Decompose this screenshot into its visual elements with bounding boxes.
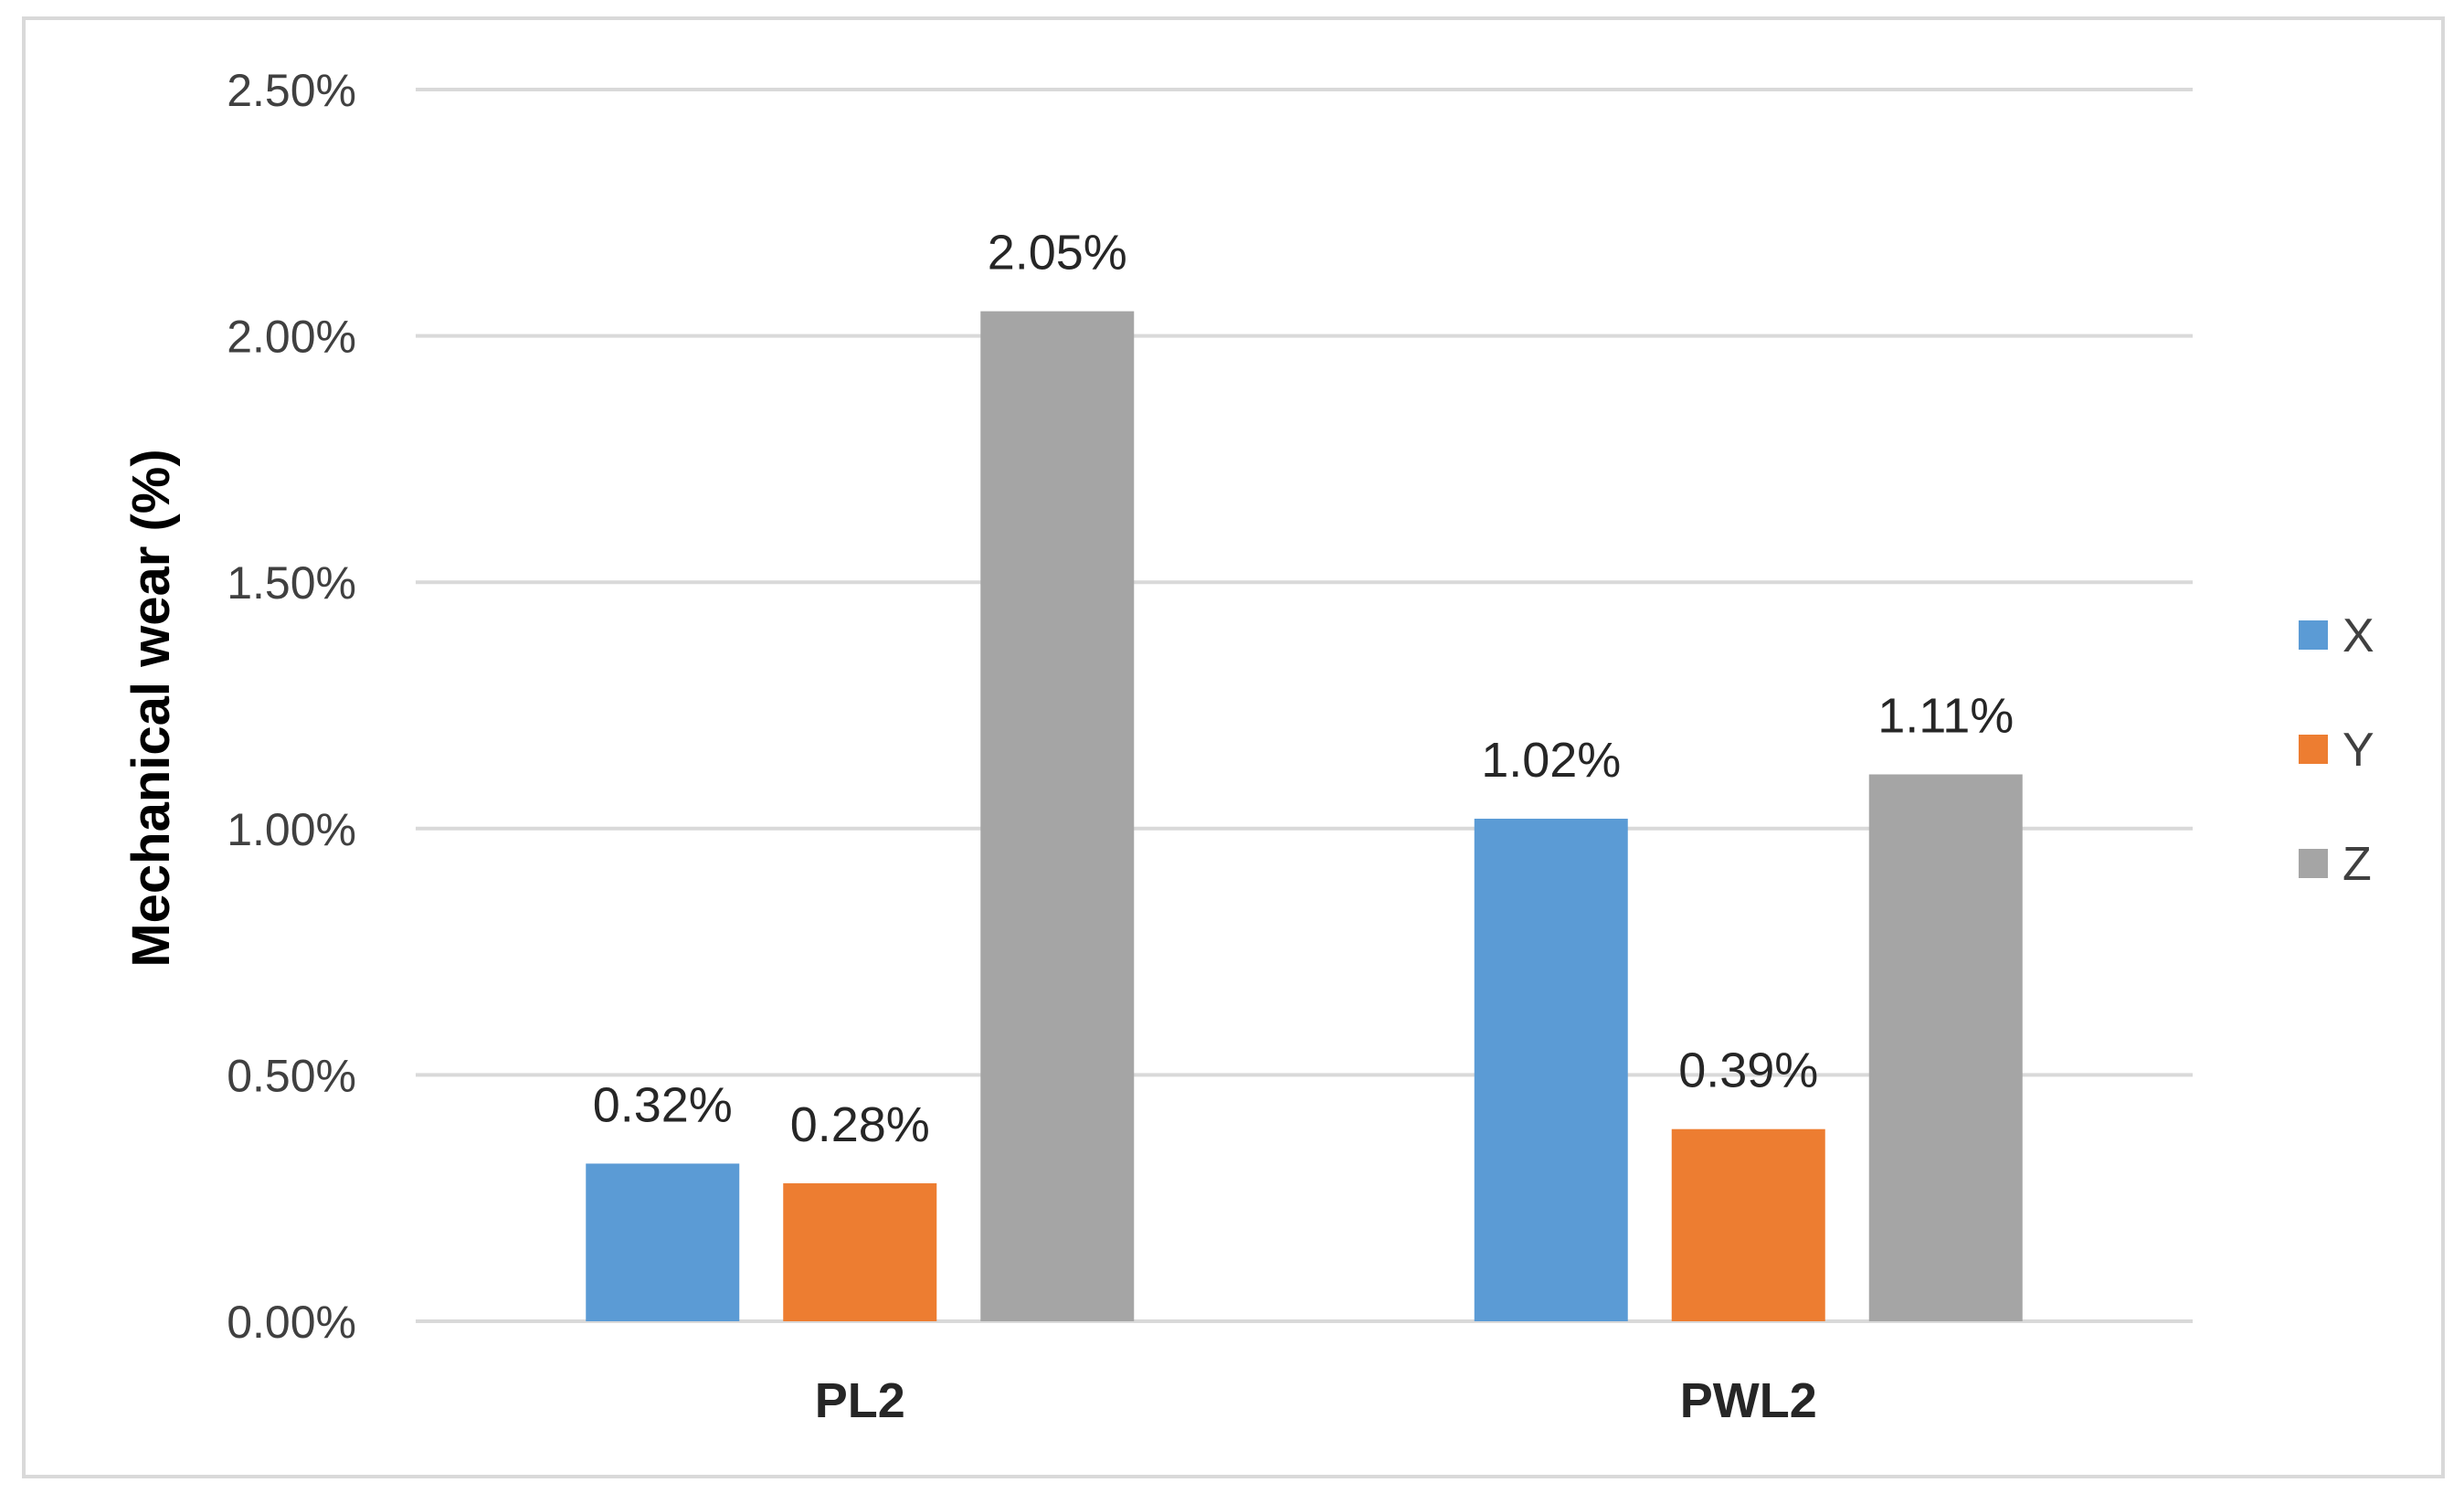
data-labels: 0.32% 0.28% 2.05% 1.02% 0.39% 1.11% — [593, 226, 2015, 1152]
category-label: PL2 — [815, 1373, 905, 1428]
data-label: 1.11% — [1877, 688, 2014, 743]
y-tick-label: 0.50% — [227, 1050, 356, 1101]
data-label: 0.32% — [593, 1077, 733, 1132]
bar-x-pl2 — [586, 1163, 740, 1321]
y-tick-label: 2.00% — [227, 312, 356, 363]
legend-label: X — [2342, 609, 2374, 662]
legend: X Y Z — [2299, 609, 2374, 891]
bar-y-pwl2 — [1671, 1128, 1825, 1321]
y-tick-label: 0.00% — [227, 1297, 356, 1348]
y-tick-label: 2.50% — [227, 65, 356, 116]
bar-y-pl2 — [783, 1183, 937, 1321]
data-label: 0.28% — [790, 1097, 930, 1152]
data-label: 2.05% — [988, 226, 1127, 281]
x-axis-categories: PL2 PWL2 — [815, 1373, 1817, 1428]
y-tick-label: 1.50% — [227, 557, 356, 609]
legend-label: Y — [2342, 724, 2374, 777]
legend-swatch — [2299, 620, 2328, 650]
category-label: PWL2 — [1680, 1373, 1817, 1428]
legend-label: Z — [2342, 838, 2372, 891]
y-axis-ticks: 0.00% 0.50% 1.00% 1.50% 2.00% 2.50% — [227, 65, 356, 1348]
y-axis-title: Mechanical wear (%) — [122, 449, 181, 967]
bar-x-pwl2 — [1474, 819, 1628, 1321]
legend-swatch — [2299, 849, 2328, 878]
bar-z-pl2 — [980, 311, 1135, 1321]
legend-swatch — [2299, 735, 2328, 764]
y-tick-label: 1.00% — [227, 804, 356, 855]
bars — [586, 311, 2023, 1321]
bar-z-pwl2 — [1868, 774, 2023, 1321]
chart-frame — [22, 16, 2445, 1478]
data-label: 0.39% — [1678, 1043, 1818, 1098]
data-label: 1.02% — [1481, 733, 1621, 788]
